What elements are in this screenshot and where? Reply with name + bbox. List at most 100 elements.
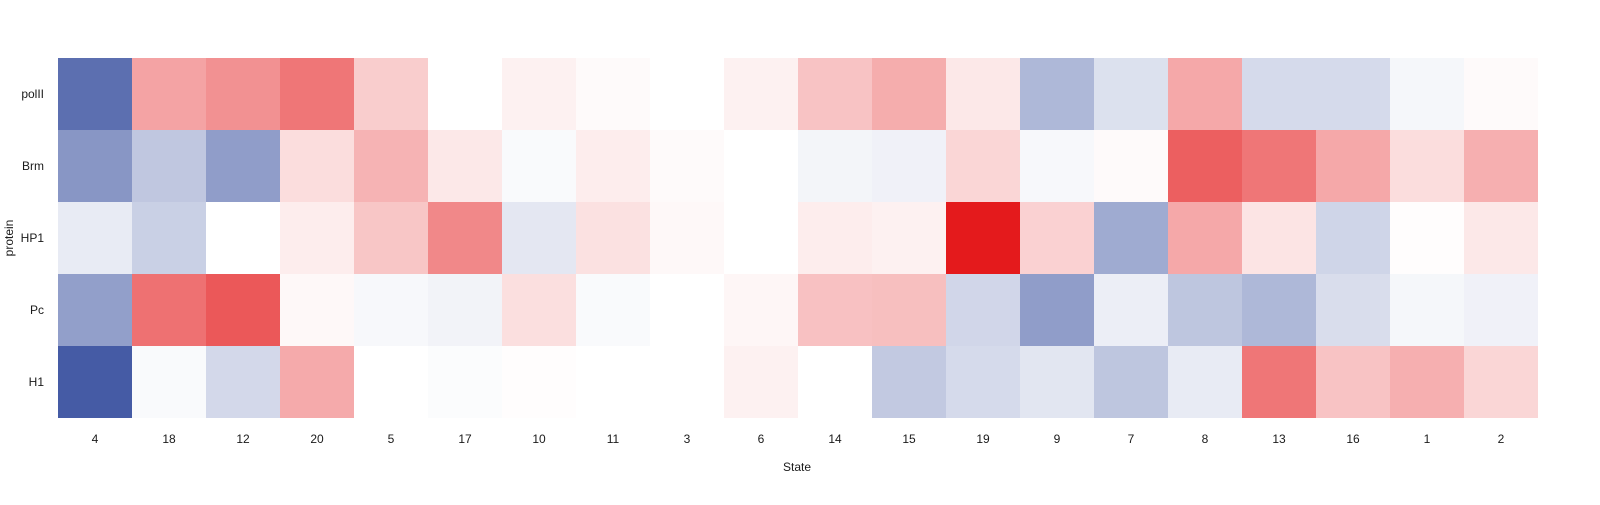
heatmap-cell-polII-18 (132, 58, 206, 130)
x-tick-label: 4 (92, 432, 99, 446)
heatmap-cell-HP1-13 (1242, 202, 1316, 274)
heatmap-cell-Pc-18 (132, 274, 206, 346)
heatmap-cell-H1-20 (280, 346, 354, 418)
x-tick-label: 20 (310, 432, 324, 446)
heatmap-cell-HP1-3 (650, 202, 724, 274)
heatmap-cell-polII-2 (1464, 58, 1538, 130)
heatmap-cell-polII-3 (650, 58, 724, 130)
heatmap-cell-HP1-9 (1020, 202, 1094, 274)
x-tick-label: 3 (684, 432, 691, 446)
heatmap-cell-Pc-11 (576, 274, 650, 346)
heatmap-cell-HP1-6 (724, 202, 798, 274)
heatmap-cell-Pc-5 (354, 274, 428, 346)
heatmap-cell-Pc-8 (1168, 274, 1242, 346)
heatmap-cell-Brm-5 (354, 130, 428, 202)
heatmap-cell-Pc-4 (58, 274, 132, 346)
heatmap-cell-Brm-1 (1390, 130, 1464, 202)
x-tick-label: 2 (1498, 432, 1505, 446)
heatmap-cell-Brm-6 (724, 130, 798, 202)
heatmap-cell-HP1-16 (1316, 202, 1390, 274)
x-tick-label: 11 (607, 432, 620, 446)
y-tick-label: Brm (22, 159, 44, 173)
heatmap-cell-H1-9 (1020, 346, 1094, 418)
heatmap-cell-H1-15 (872, 346, 946, 418)
heatmap-cell-polII-12 (206, 58, 280, 130)
x-tick-label: 12 (236, 432, 250, 446)
heatmap-cell-Brm-16 (1316, 130, 1390, 202)
heatmap-cell-HP1-8 (1168, 202, 1242, 274)
heatmap-cell-H1-19 (946, 346, 1020, 418)
x-tick-label: 10 (532, 432, 546, 446)
x-tick-label: 8 (1202, 432, 1209, 446)
heatmap-cell-Pc-10 (502, 274, 576, 346)
heatmap-cell-Pc-12 (206, 274, 280, 346)
heatmap-cell-Pc-1 (1390, 274, 1464, 346)
heatmap-cell-HP1-11 (576, 202, 650, 274)
heatmap-cell-Pc-3 (650, 274, 724, 346)
x-tick-label: 18 (162, 432, 176, 446)
heatmap-cell-HP1-10 (502, 202, 576, 274)
heatmap-cell-Pc-16 (1316, 274, 1390, 346)
heatmap-cell-Brm-10 (502, 130, 576, 202)
heatmap-cell-HP1-4 (58, 202, 132, 274)
heatmap-cell-HP1-5 (354, 202, 428, 274)
x-axis-title: State (783, 460, 811, 474)
heatmap-cell-H1-14 (798, 346, 872, 418)
x-tick-label: 5 (388, 432, 395, 446)
x-tick-label: 9 (1054, 432, 1061, 446)
heatmap-cell-Brm-13 (1242, 130, 1316, 202)
heatmap-cell-Brm-2 (1464, 130, 1538, 202)
heatmap-cell-H1-12 (206, 346, 280, 418)
heatmap-cell-Brm-17 (428, 130, 502, 202)
heatmap-cell-Pc-14 (798, 274, 872, 346)
heatmap-cell-H1-11 (576, 346, 650, 418)
heatmap-cell-H1-16 (1316, 346, 1390, 418)
heatmap-cell-Pc-15 (872, 274, 946, 346)
heatmap-cell-Pc-2 (1464, 274, 1538, 346)
heatmap-cell-H1-3 (650, 346, 724, 418)
heatmap-cell-Brm-19 (946, 130, 1020, 202)
heatmap-cell-polII-19 (946, 58, 1020, 130)
heatmap-cell-Pc-17 (428, 274, 502, 346)
x-tick-label: 19 (976, 432, 990, 446)
y-tick-label: HP1 (21, 231, 45, 245)
heatmap-cell-Pc-19 (946, 274, 1020, 346)
heatmap-cell-H1-8 (1168, 346, 1242, 418)
heatmap-cell-HP1-15 (872, 202, 946, 274)
y-tick-label: Pc (30, 303, 44, 317)
heatmap-cell-polII-1 (1390, 58, 1464, 130)
heatmap-cell-HP1-18 (132, 202, 206, 274)
heatmap-cell-polII-16 (1316, 58, 1390, 130)
heatmap-cell-polII-15 (872, 58, 946, 130)
heatmap-cell-HP1-7 (1094, 202, 1168, 274)
heatmap-cell-Brm-12 (206, 130, 280, 202)
heatmap-cell-polII-20 (280, 58, 354, 130)
heatmap-cell-HP1-20 (280, 202, 354, 274)
heatmap-cell-H1-7 (1094, 346, 1168, 418)
heatmap-cell-H1-13 (1242, 346, 1316, 418)
y-axis-title: protein (2, 220, 16, 257)
heatmap-cell-H1-5 (354, 346, 428, 418)
heatmap-cell-H1-2 (1464, 346, 1538, 418)
heatmap-cell-Brm-11 (576, 130, 650, 202)
heatmap-cell-Brm-4 (58, 130, 132, 202)
heatmap-cell-polII-4 (58, 58, 132, 130)
x-tick-label: 13 (1272, 432, 1286, 446)
heatmap-cell-polII-6 (724, 58, 798, 130)
heatmap-cell-H1-4 (58, 346, 132, 418)
y-axis-ticks: polII Brm HP1 Pc H1 (21, 87, 45, 389)
x-tick-label: 6 (758, 432, 765, 446)
x-tick-label: 7 (1128, 432, 1135, 446)
heatmap-cell-Brm-3 (650, 130, 724, 202)
heatmap-cell-Pc-7 (1094, 274, 1168, 346)
heatmap-cells (58, 58, 1538, 418)
heatmap-cell-HP1-14 (798, 202, 872, 274)
heatmap-cell-H1-18 (132, 346, 206, 418)
x-tick-label: 16 (1346, 432, 1360, 446)
x-tick-label: 17 (458, 432, 472, 446)
heatmap-cell-Brm-20 (280, 130, 354, 202)
heatmap-cell-H1-17 (428, 346, 502, 418)
heatmap-cell-Pc-6 (724, 274, 798, 346)
